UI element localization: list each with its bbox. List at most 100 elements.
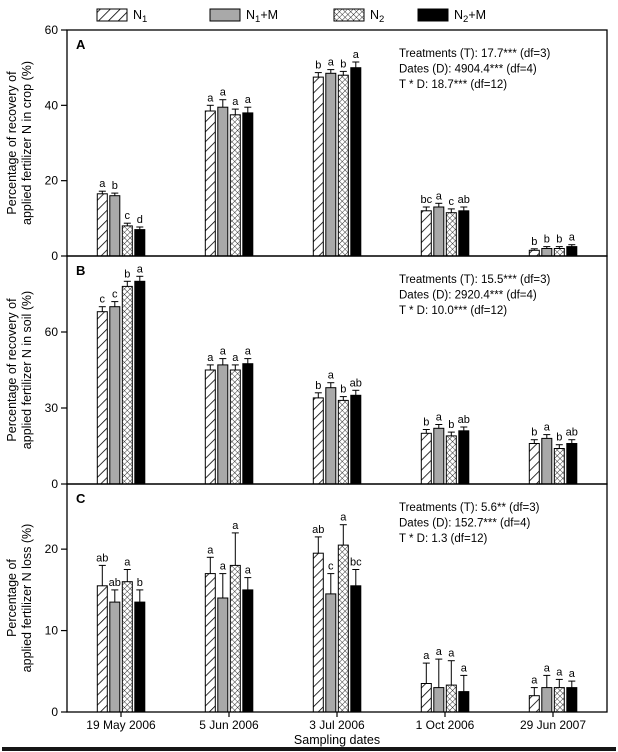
sig-letter: a xyxy=(531,675,538,687)
stats-annotation: Treatments (T): 17.7*** (df=3) xyxy=(399,48,551,60)
sig-letter: a xyxy=(137,263,144,275)
bar xyxy=(325,593,337,713)
bar xyxy=(121,225,133,257)
sig-letter: d xyxy=(137,214,143,226)
sig-letter: b xyxy=(340,384,346,396)
sig-letter: ab xyxy=(458,414,470,426)
sig-letter: a xyxy=(556,666,563,678)
bar xyxy=(337,74,349,257)
x-tick-label: 19 May 2006 xyxy=(86,718,156,732)
bar xyxy=(337,399,349,485)
bar xyxy=(204,369,216,485)
sig-letter: b xyxy=(448,419,454,431)
bar xyxy=(420,210,432,257)
legend-swatch-N2 xyxy=(333,8,365,22)
bar xyxy=(566,246,578,257)
sig-letter: b xyxy=(137,577,143,589)
legend-swatch-N1+M xyxy=(209,8,241,22)
bar xyxy=(217,364,229,485)
bar xyxy=(312,76,324,257)
sig-letter: a xyxy=(544,662,551,674)
bar xyxy=(109,195,121,257)
sig-letter: b xyxy=(112,180,118,192)
bar xyxy=(217,597,229,713)
bar xyxy=(350,67,362,257)
y-axis-title: applied fertilizer N in crop (%) xyxy=(20,61,34,225)
panel-label: B xyxy=(76,263,85,278)
sig-letter: b xyxy=(423,417,429,429)
bar xyxy=(445,435,457,485)
sig-letter: a xyxy=(353,49,360,61)
bar xyxy=(96,311,108,485)
bar xyxy=(312,397,324,485)
y-axis-title: applied fertilizer N loss (%) xyxy=(20,524,34,673)
sig-letter: ab xyxy=(96,552,108,564)
bar xyxy=(420,683,432,713)
legend: N1 N1+M N2 N2+M xyxy=(96,8,486,25)
sig-letter: b xyxy=(531,236,537,248)
sig-letter: b xyxy=(340,58,346,70)
sig-letter: a xyxy=(328,57,335,69)
sig-letter: a xyxy=(423,650,430,662)
y-axis-title: Percentage of recovery of xyxy=(5,71,19,215)
sig-letter: a xyxy=(245,346,252,358)
y-tick-label: 0 xyxy=(51,705,58,719)
y-tick-label: 40 xyxy=(45,98,59,112)
bar xyxy=(217,106,229,257)
sig-letter: a xyxy=(99,178,106,190)
y-tick-label: 0 xyxy=(51,249,58,263)
bar xyxy=(242,112,254,257)
sig-letter: b xyxy=(531,427,537,439)
bar xyxy=(96,193,108,257)
legend-label-N1+M: N1+M xyxy=(246,8,278,25)
sig-letter: ab xyxy=(109,577,121,589)
bar xyxy=(433,427,445,485)
bar xyxy=(325,72,337,257)
sig-letter: c xyxy=(100,294,106,306)
bar xyxy=(109,601,121,713)
sig-letter: a xyxy=(436,646,443,658)
stats-annotation: T * D: 10.0*** (df=12) xyxy=(399,305,507,317)
bar xyxy=(433,206,445,257)
y-axis-title: Percentage of xyxy=(5,559,19,637)
bar xyxy=(134,601,146,713)
x-tick-label: 1 Oct 2006 xyxy=(416,718,475,732)
sig-letter: a xyxy=(569,668,576,680)
bar xyxy=(350,394,362,485)
y-axis-title: Percentage of recovery of xyxy=(5,298,19,442)
stats-annotation: Dates (D): 2920.4*** (df=4) xyxy=(399,290,537,302)
bar xyxy=(458,210,470,257)
sig-letter: bc xyxy=(420,194,432,206)
panel-A: 0204060aabbcbbaaabcabcbdaaabaATreatments… xyxy=(5,23,608,263)
sig-letter: a xyxy=(232,96,239,108)
bar xyxy=(337,544,349,713)
bar xyxy=(541,437,553,485)
bar xyxy=(458,691,470,713)
sig-letter: a xyxy=(245,94,252,106)
bar xyxy=(229,114,241,257)
bar xyxy=(96,585,108,713)
bar xyxy=(134,229,146,257)
sig-letter: ab xyxy=(350,377,362,389)
bar xyxy=(541,687,553,713)
sig-letter: c xyxy=(125,210,131,222)
stats-annotation: Dates (D): 152.7*** (df=4) xyxy=(399,518,531,530)
sig-letter: c xyxy=(328,561,334,573)
sig-letter: a xyxy=(436,190,443,202)
sig-letter: a xyxy=(220,561,227,573)
stats-annotation: Treatments (T): 15.5*** (df=3) xyxy=(399,274,551,286)
bar xyxy=(242,363,254,485)
stats-annotation: T * D: 1.3 (df=12) xyxy=(399,533,487,545)
x-tick-label: 5 Jun 2006 xyxy=(199,718,259,732)
sig-letter: b xyxy=(556,234,562,246)
sig-letter: c xyxy=(112,289,118,301)
stats-annotation: T * D: 18.7*** (df=12) xyxy=(399,79,507,91)
bar xyxy=(528,249,540,257)
bar xyxy=(242,589,254,713)
sig-letter: a xyxy=(340,512,347,524)
bar xyxy=(553,248,565,257)
sig-letter: a xyxy=(436,412,443,424)
sig-letter: a xyxy=(220,87,227,99)
sig-letter: b xyxy=(544,234,550,246)
